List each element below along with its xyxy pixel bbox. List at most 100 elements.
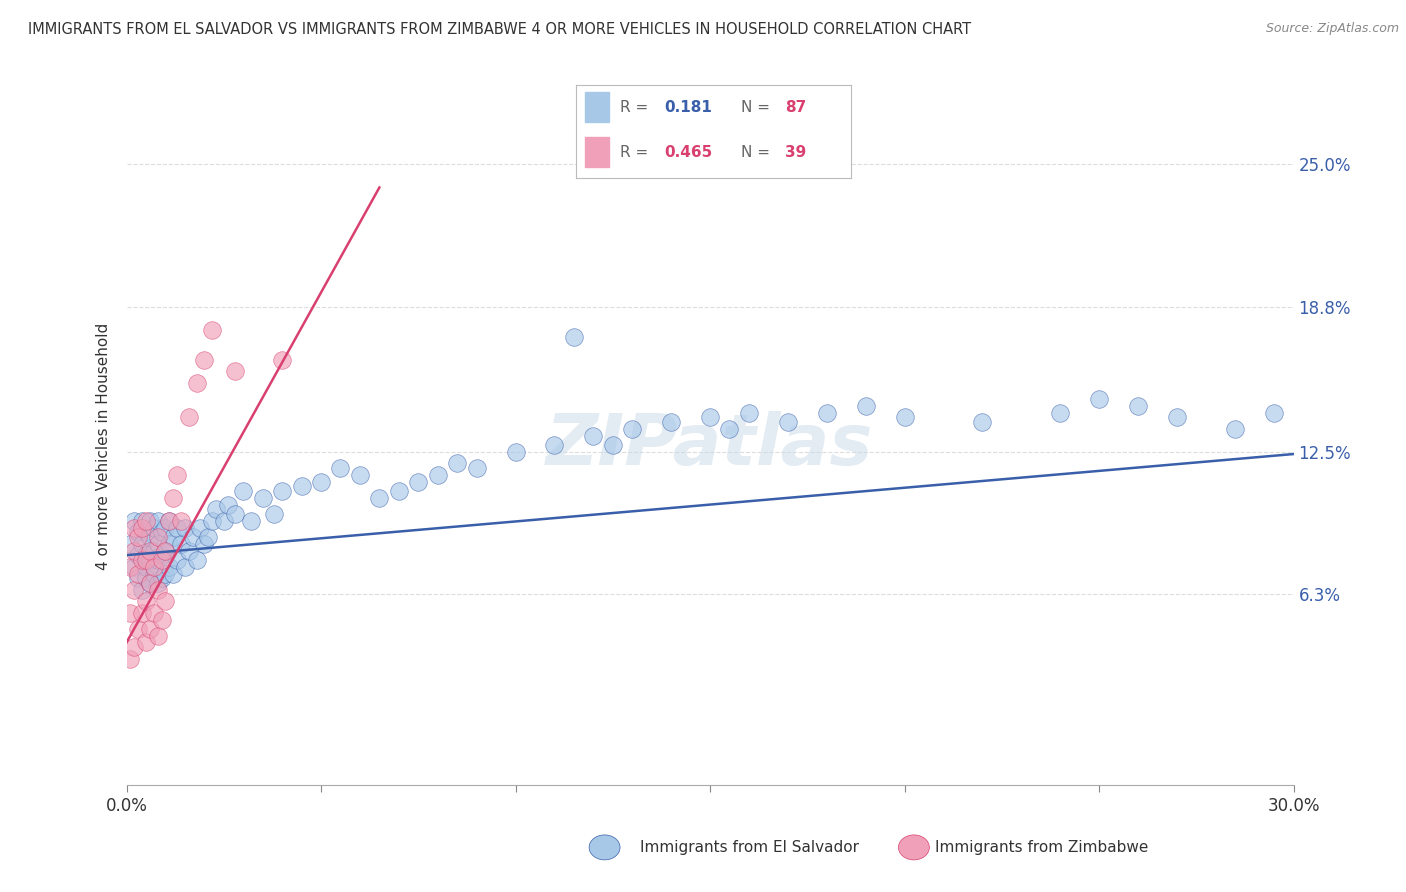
Point xyxy=(155,543,177,558)
Point xyxy=(329,460,352,475)
Point xyxy=(659,415,682,429)
Point xyxy=(120,606,142,620)
Point xyxy=(135,553,157,567)
Point xyxy=(388,483,411,498)
Point xyxy=(263,507,285,521)
Point xyxy=(177,410,200,425)
Point xyxy=(166,520,188,534)
Point xyxy=(131,582,153,597)
Point xyxy=(131,606,153,620)
Point xyxy=(131,520,153,534)
Point xyxy=(135,635,157,649)
Point xyxy=(271,352,294,367)
Point xyxy=(212,514,235,528)
Point xyxy=(174,559,197,574)
Point xyxy=(124,640,146,654)
Point xyxy=(181,530,204,544)
Point xyxy=(157,559,180,574)
Point xyxy=(193,536,215,550)
Text: 0.465: 0.465 xyxy=(664,145,713,160)
Point xyxy=(150,571,173,585)
Point xyxy=(205,502,228,516)
Text: Immigrants from El Salvador: Immigrants from El Salvador xyxy=(640,840,859,855)
Point xyxy=(146,536,169,550)
Point xyxy=(426,467,449,482)
Point xyxy=(505,444,527,458)
Text: Source: ZipAtlas.com: Source: ZipAtlas.com xyxy=(1265,22,1399,36)
Point xyxy=(224,364,246,378)
Point xyxy=(127,530,149,544)
Point xyxy=(271,483,294,498)
Point xyxy=(162,491,184,505)
Point xyxy=(135,514,157,528)
Point xyxy=(699,410,721,425)
Point xyxy=(290,479,312,493)
Point xyxy=(131,536,153,550)
Text: 87: 87 xyxy=(785,100,806,115)
Text: IMMIGRANTS FROM EL SALVADOR VS IMMIGRANTS FROM ZIMBABWE 4 OR MORE VEHICLES IN HO: IMMIGRANTS FROM EL SALVADOR VS IMMIGRANT… xyxy=(28,22,972,37)
Point xyxy=(162,566,184,581)
Point xyxy=(155,520,177,534)
Point xyxy=(142,606,165,620)
Point xyxy=(855,399,877,413)
Text: R =: R = xyxy=(620,100,654,115)
Point xyxy=(186,376,208,390)
Point xyxy=(127,622,149,636)
Point xyxy=(127,548,149,562)
Point xyxy=(139,622,162,636)
Point xyxy=(972,415,994,429)
Point xyxy=(142,520,165,534)
Point xyxy=(240,514,263,528)
Point xyxy=(217,498,239,512)
Text: N =: N = xyxy=(741,145,775,160)
Point xyxy=(139,514,162,528)
Point xyxy=(146,514,169,528)
Point xyxy=(150,525,173,540)
Point xyxy=(146,553,169,567)
Point xyxy=(157,514,180,528)
Point xyxy=(150,613,173,627)
Point xyxy=(602,438,624,452)
Point xyxy=(150,553,173,567)
Point xyxy=(252,491,274,505)
Text: N =: N = xyxy=(741,100,775,115)
Text: Immigrants from Zimbabwe: Immigrants from Zimbabwe xyxy=(935,840,1149,855)
Text: R =: R = xyxy=(620,145,654,160)
Point xyxy=(155,566,177,581)
Point xyxy=(135,594,157,608)
Point xyxy=(893,410,915,425)
Point xyxy=(139,543,162,558)
Point xyxy=(127,525,149,540)
Point xyxy=(124,520,146,534)
Point xyxy=(127,566,149,581)
Point xyxy=(162,530,184,544)
Point xyxy=(1223,422,1246,436)
Point xyxy=(124,582,146,597)
Point xyxy=(150,548,173,562)
Point xyxy=(146,530,169,544)
Point xyxy=(190,520,212,534)
Point xyxy=(157,514,180,528)
Point xyxy=(120,651,142,665)
Point xyxy=(170,514,193,528)
Point xyxy=(131,553,153,567)
Point xyxy=(135,525,157,540)
Point xyxy=(738,406,761,420)
Point xyxy=(139,575,162,590)
Point xyxy=(309,475,332,489)
Y-axis label: 4 or more Vehicles in Household: 4 or more Vehicles in Household xyxy=(96,322,111,570)
Point xyxy=(776,415,799,429)
Point xyxy=(815,406,838,420)
Point xyxy=(155,543,177,558)
Point xyxy=(1088,392,1111,406)
Point xyxy=(582,428,605,442)
Point xyxy=(142,543,165,558)
Point xyxy=(124,559,146,574)
Point xyxy=(139,530,162,544)
Point xyxy=(174,520,197,534)
Point xyxy=(157,536,180,550)
Point xyxy=(201,323,224,337)
Point xyxy=(166,553,188,567)
Point xyxy=(543,438,565,452)
Point xyxy=(224,507,246,521)
